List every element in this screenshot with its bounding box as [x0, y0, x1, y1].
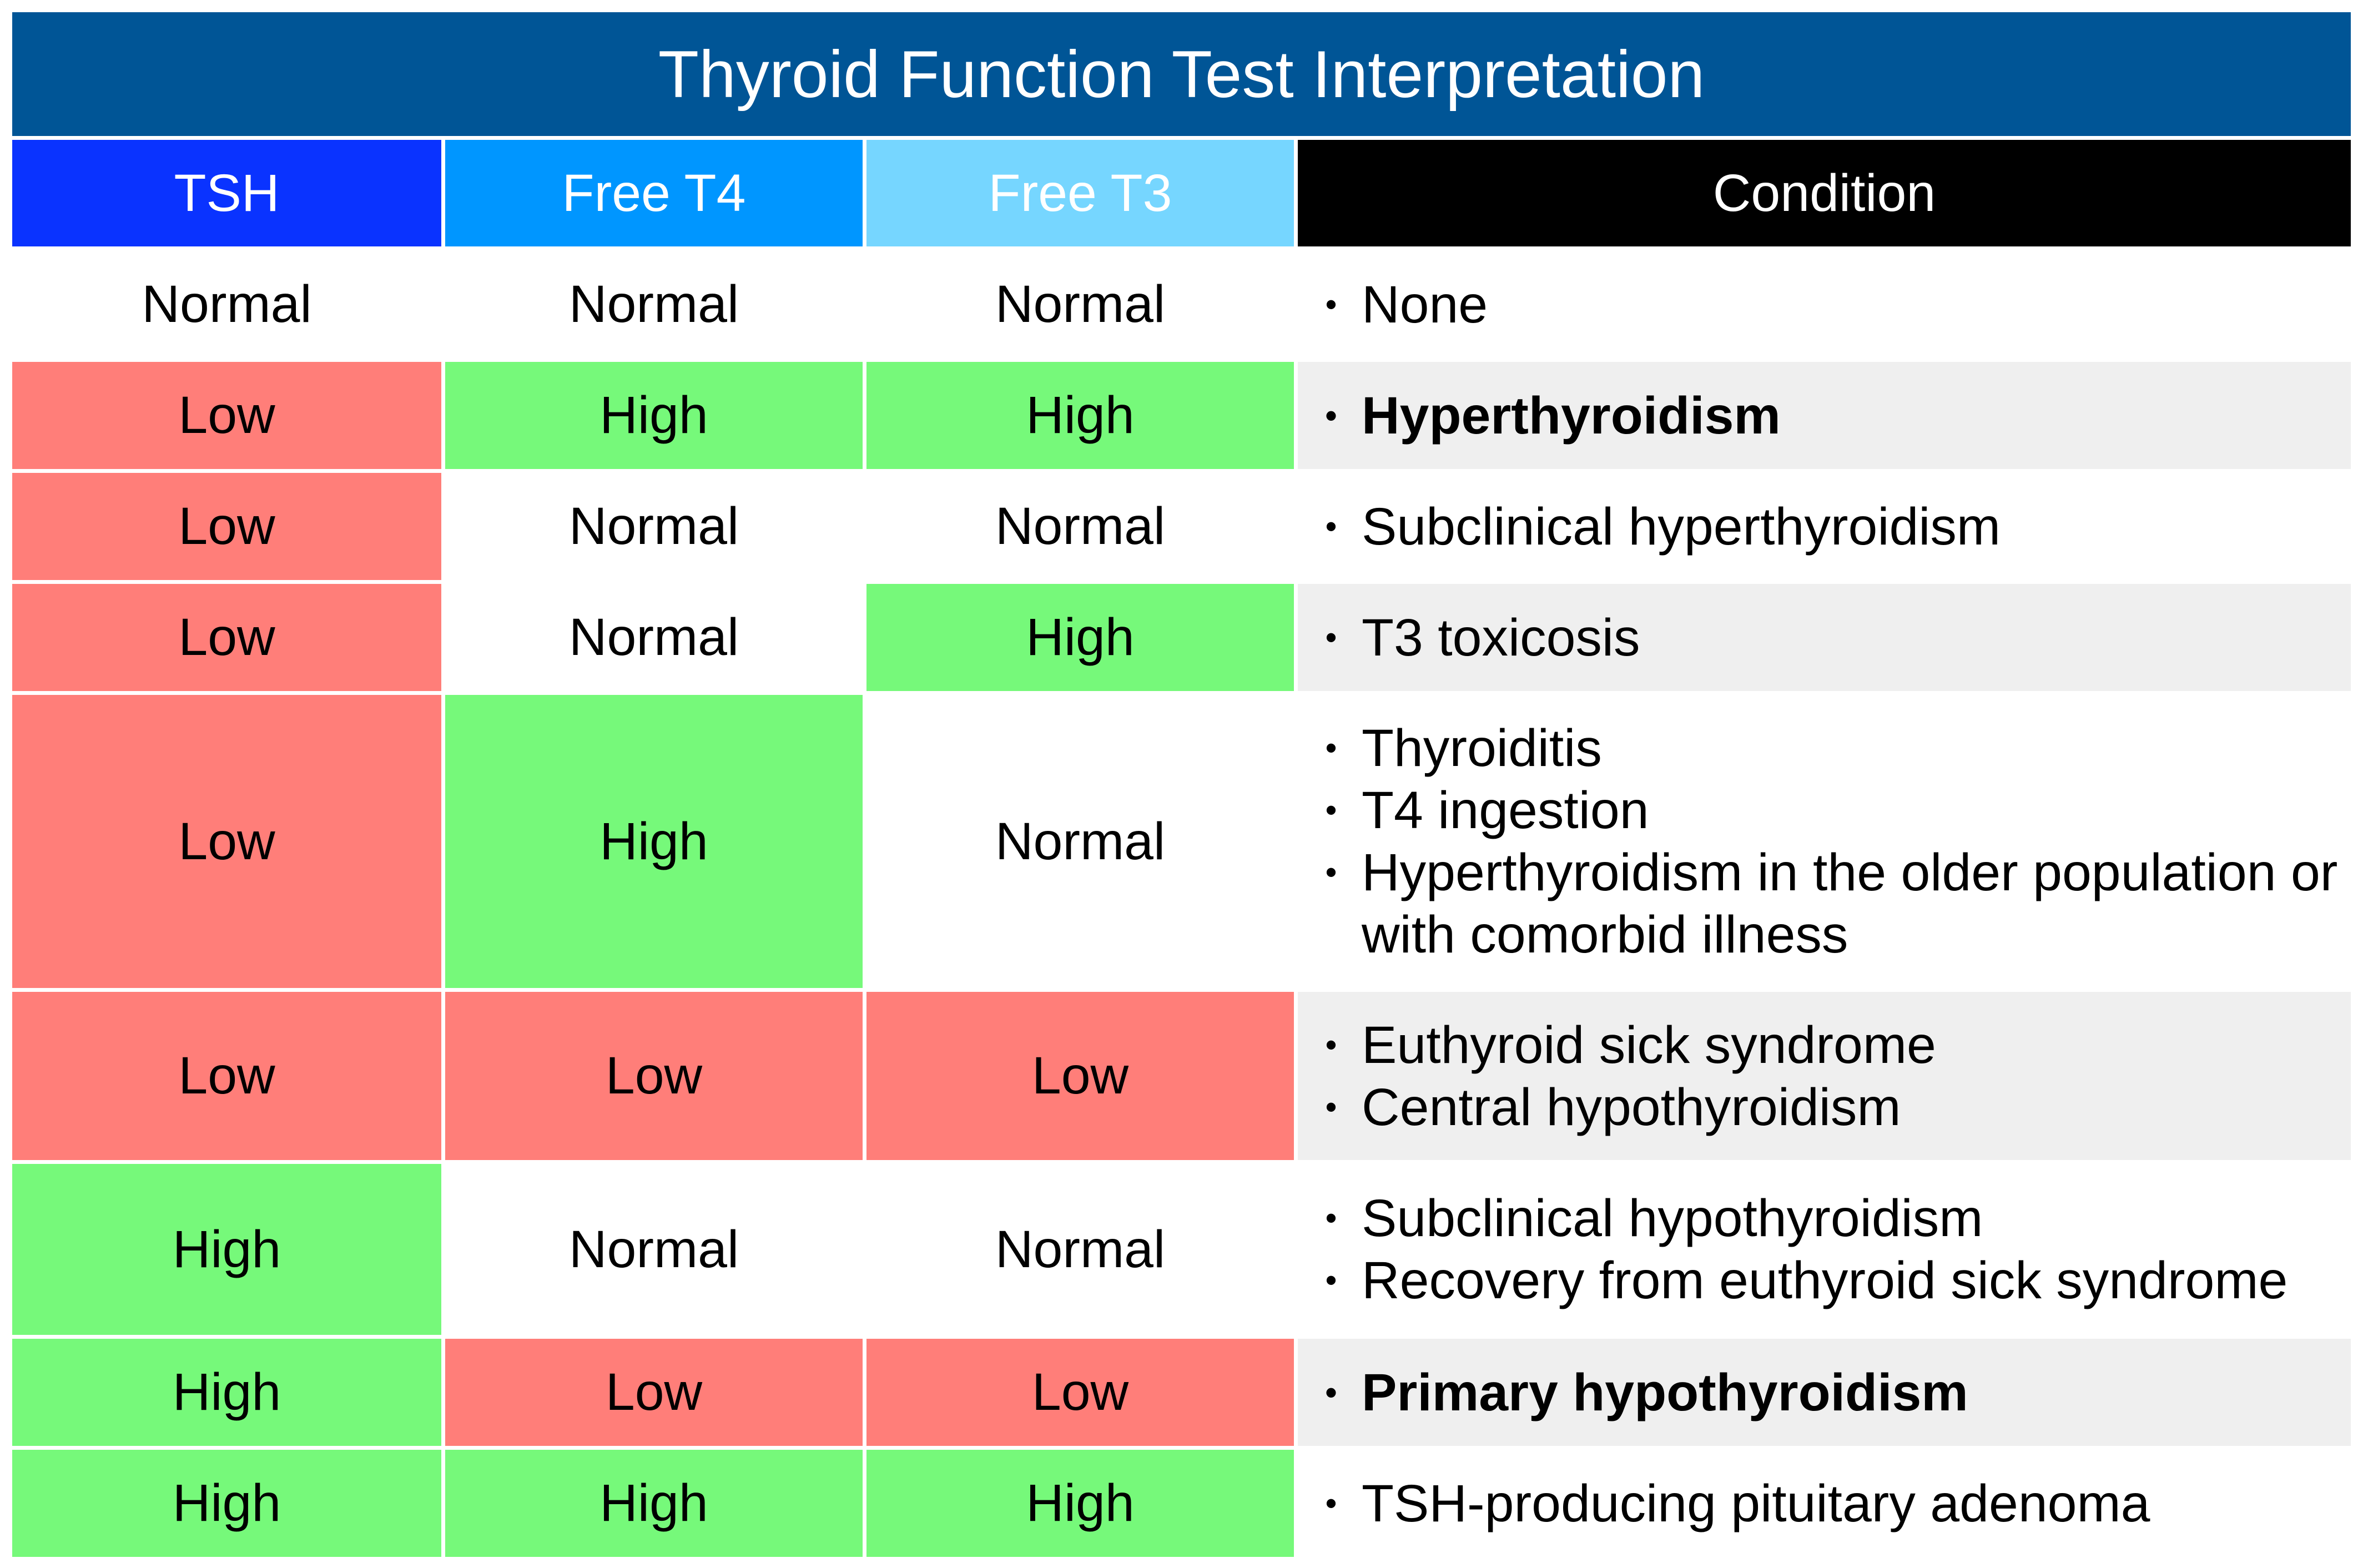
- condition-item: T4 ingestion: [1320, 779, 2351, 841]
- condition-item: Hyperthyroidism: [1320, 385, 1781, 447]
- condition-cell: Subclinical hyperthyroidism: [1298, 473, 2351, 580]
- free-t4-value-cell: Low: [445, 992, 863, 1160]
- condition-list: None: [1320, 274, 1488, 336]
- condition-item: Subclinical hyperthyroidism: [1320, 496, 2001, 558]
- free-t4-value-cell: High: [445, 695, 863, 988]
- condition-item: TSH-producing pituitary adenoma: [1320, 1473, 2150, 1535]
- condition-item: None: [1320, 274, 1488, 336]
- tsh-value-cell: Low: [12, 584, 441, 691]
- free-t4-value-cell: Normal: [568, 608, 739, 667]
- tsh-value-cell: High: [12, 1164, 441, 1335]
- free-t3-value-cell: Low: [866, 992, 1294, 1160]
- condition-cell: T3 toxicosis: [1298, 584, 2351, 691]
- free-t4-value-cell: High: [445, 362, 863, 469]
- condition-list: T3 toxicosis: [1320, 607, 1640, 669]
- condition-list: Subclinical hypothyroidismRecovery from …: [1320, 1187, 2288, 1312]
- tsh-value-cell: Low: [12, 473, 441, 580]
- condition-item: Central hypothyroidism: [1320, 1076, 1936, 1138]
- condition-cell: None: [1298, 251, 2351, 358]
- condition-item: Thyroiditis: [1320, 717, 2351, 779]
- condition-item: Recovery from euthyroid sick syndrome: [1320, 1249, 2288, 1312]
- condition-item: T3 toxicosis: [1320, 607, 1640, 669]
- condition-list: Subclinical hyperthyroidism: [1320, 496, 2001, 558]
- condition-list: Primary hypothyroidism: [1320, 1362, 1968, 1424]
- tsh-value-cell: Low: [12, 362, 441, 469]
- free-t3-value-cell: Normal: [995, 275, 1166, 334]
- free-t3-value-cell: Low: [866, 1339, 1294, 1446]
- condition-cell: Euthyroid sick syndromeCentral hypothyro…: [1298, 992, 2351, 1160]
- free-t3-value-cell: High: [866, 584, 1294, 691]
- free-t4-value-cell: Normal: [568, 275, 739, 334]
- condition-item: Hyperthyroidism in the older population …: [1320, 841, 2351, 966]
- condition-cell: ThyroiditisT4 ingestionHyperthyroidism i…: [1298, 695, 2351, 988]
- tsh-value-cell: High: [12, 1450, 441, 1557]
- free-t4-value-cell: Low: [445, 1339, 863, 1446]
- condition-list: ThyroiditisT4 ingestionHyperthyroidism i…: [1320, 717, 2351, 966]
- condition-item: Subclinical hypothyroidism: [1320, 1187, 2288, 1249]
- condition-list: Euthyroid sick syndromeCentral hypothyro…: [1320, 1014, 1936, 1138]
- condition-item: Euthyroid sick syndrome: [1320, 1014, 1936, 1076]
- condition-cell: Hyperthyroidism: [1298, 362, 2351, 469]
- condition-cell: Primary hypothyroidism: [1298, 1339, 2351, 1446]
- table-title: Thyroid Function Test Interpretation: [12, 12, 2351, 136]
- condition-item: Primary hypothyroidism: [1320, 1362, 1968, 1424]
- tsh-value-cell: Normal: [142, 275, 312, 334]
- header-condition: Condition: [1298, 140, 2351, 246]
- free-t4-value-cell: Normal: [568, 1219, 739, 1279]
- condition-list: TSH-producing pituitary adenoma: [1320, 1473, 2150, 1535]
- tsh-value-cell: High: [12, 1339, 441, 1446]
- free-t3-value-cell: Normal: [995, 497, 1166, 556]
- condition-cell: TSH-producing pituitary adenoma: [1298, 1450, 2351, 1557]
- condition-list: Hyperthyroidism: [1320, 385, 1781, 447]
- free-t4-value-cell: Normal: [568, 497, 739, 556]
- header-tsh: TSH: [12, 140, 441, 246]
- tsh-value-cell: Low: [12, 695, 441, 988]
- free-t3-value-cell: High: [866, 1450, 1294, 1557]
- free-t3-value-cell: Normal: [995, 811, 1166, 871]
- free-t4-value-cell: High: [445, 1450, 863, 1557]
- free-t3-value-cell: High: [866, 362, 1294, 469]
- free-t3-value-cell: Normal: [995, 1219, 1166, 1279]
- header-free-t3: Free T3: [866, 140, 1294, 246]
- header-free-t4: Free T4: [445, 140, 863, 246]
- tsh-value-cell: Low: [12, 992, 441, 1160]
- condition-cell: Subclinical hypothyroidismRecovery from …: [1298, 1164, 2351, 1335]
